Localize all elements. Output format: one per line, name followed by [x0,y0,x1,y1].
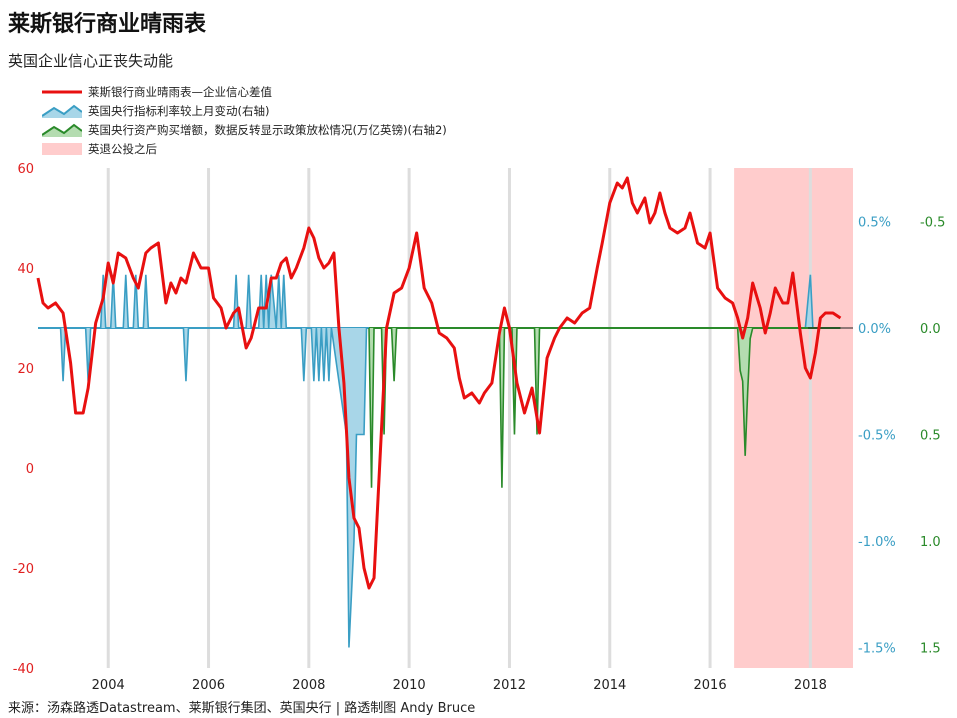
business-confidence-series [36,176,842,590]
y-right2-tick-0: -0.5 [920,216,945,231]
y-left-tick-0: 60 [17,162,34,177]
rate-change-series-line [38,274,841,648]
x-tick-2016: 2016 [694,678,727,693]
legend-label-confidence: 莱斯银行商业晴雨表—企业信心差值 [88,84,272,99]
y-left-tick-4: -20 [13,562,34,577]
asset-purchase-series-fill [369,328,753,488]
legend-item-rate: 英国央行指标利率较上月变动(右轴) [42,101,447,120]
legend-label-rate: 英国央行指标利率较上月变动(右轴) [88,103,270,118]
legend: 莱斯银行商业晴雨表—企业信心差值 英国央行指标利率较上月变动(右轴) 英国央行资… [42,82,447,158]
legend-swatch-green-area [42,123,82,137]
y-left-tick-2: 20 [17,362,34,377]
x-tick-2018: 2018 [794,678,827,693]
legend-item-assets: 英国央行资产购买增额，数据反转显示政策放松情况(万亿英镑)(右轴2) [42,120,447,139]
legend-swatch-blue-area [42,104,82,118]
legend-label-brexit: 英退公投之后 [88,141,157,156]
x-tick-2004: 2004 [92,678,125,693]
y-left-tick-1: 40 [17,262,34,277]
chart-title: 莱斯银行商业晴雨表 [8,12,207,37]
y-right2-tick-2: 0.5 [920,429,941,444]
chart-subtitle: 英国企业信心正丧失动能 [8,52,174,70]
x-tick-2008: 2008 [292,678,325,693]
y-right1-tick-1: 0.0% [858,322,891,337]
y-right1-tick-2: -0.5% [858,429,896,444]
x-tick-2006: 2006 [192,678,225,693]
y-right2-tick-4: 1.5 [920,642,941,657]
legend-swatch-line [42,90,82,93]
asset-purchase-series-line [368,327,754,488]
legend-item-confidence: 莱斯银行商业晴雨表—企业信心差值 [42,82,447,101]
source-note: 来源：汤森路透Datastream、莱斯银行集团、英国央行 | 路透制图 And… [8,701,476,716]
y-right1-tick-0: 0.5% [858,216,891,231]
y-right1-tick-3: -1.0% [858,535,896,550]
legend-label-assets: 英国央行资产购买增额，数据反转显示政策放松情况(万亿英镑)(右轴2) [88,122,447,137]
x-tick-2010: 2010 [393,678,426,693]
y-left-tick-5: -40 [13,662,34,677]
y-right1-tick-4: -1.5% [858,642,896,657]
y-right2-tick-3: 1.0 [920,535,941,550]
legend-item-brexit: 英退公投之后 [42,139,447,158]
legend-swatch-shade [42,142,82,155]
x-tick-2014: 2014 [593,678,626,693]
y-left-tick-3: 0 [26,462,34,477]
y-right2-tick-1: 0.0 [920,322,941,337]
brexit-shade [734,168,853,668]
x-tick-2012: 2012 [493,678,526,693]
